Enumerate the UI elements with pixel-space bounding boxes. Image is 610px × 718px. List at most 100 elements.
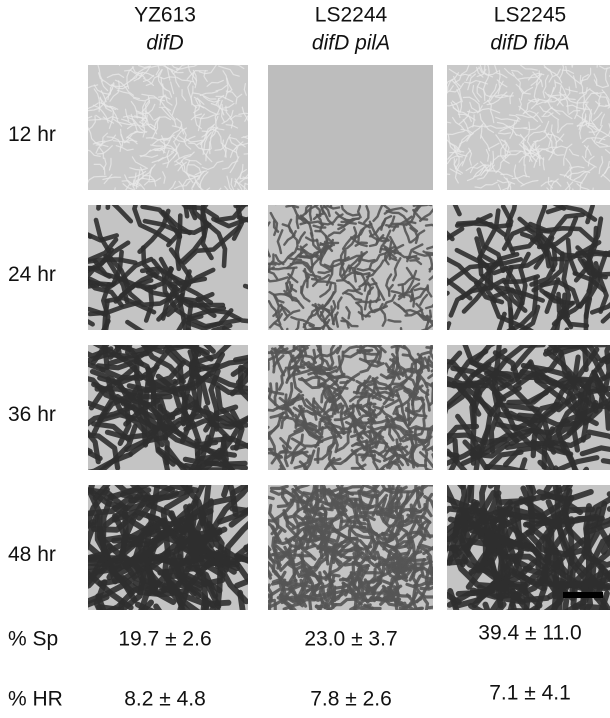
texture-stroke [308,600,313,610]
texture-stroke [572,188,574,190]
texture-stroke [503,407,557,470]
texture-stroke [523,153,533,162]
texture-stroke [228,136,238,147]
texture-stroke [354,227,365,239]
texture-stroke [326,385,340,414]
texture-stroke [294,320,300,330]
texture-stroke [198,65,218,75]
texture-stroke [283,309,301,322]
texture-stroke [269,211,279,237]
texture-stroke [451,80,463,103]
texture-stroke [114,187,116,190]
texture-stroke [592,111,603,122]
texture-stroke [583,296,593,330]
texture [88,345,248,470]
texture-stroke [296,578,305,605]
texture [88,65,248,190]
texture-stroke [323,544,341,567]
texture-stroke [124,108,130,122]
texture-stroke [593,73,598,86]
texture-stroke [274,570,283,588]
texture-stroke [359,418,374,446]
texture-stroke [466,123,484,142]
texture-stroke [518,143,535,163]
texture-stroke [98,72,111,86]
texture-stroke [211,126,225,131]
texture-stroke [474,236,499,266]
column-strain: YZ613 [134,4,196,27]
texture-stroke [357,485,381,495]
texture-stroke [88,175,107,184]
texture-stroke [391,485,395,491]
texture-stroke [456,88,463,114]
texture-stroke [580,503,592,600]
texture-stroke [198,171,209,188]
texture-stroke [338,254,364,262]
texture-stroke [320,600,331,610]
texture-stroke [130,100,138,119]
texture-stroke [88,237,119,262]
texture-stroke [178,135,192,150]
texture-stroke [323,299,337,323]
texture-stroke [483,65,486,72]
texture-stroke [268,584,273,603]
texture-stroke [580,67,592,82]
texture-stroke [518,98,522,111]
texture-stroke [376,537,395,545]
texture-stroke [88,400,108,412]
texture-stroke [548,68,561,83]
texture-stroke [157,151,175,162]
texture-stroke [201,160,224,170]
texture-stroke [427,372,433,380]
texture-stroke [405,266,421,281]
texture-stroke [304,205,312,215]
texture [88,205,248,330]
texture-stroke [222,102,235,109]
texture-stroke [143,77,155,86]
texture-stroke [346,226,358,250]
texture-stroke [218,187,222,190]
texture-stroke [281,578,302,603]
texture-stroke [298,517,325,525]
texture-stroke [413,287,428,292]
texture-stroke [465,67,480,81]
texture-stroke [132,71,155,80]
texture-stroke [568,148,580,157]
texture-stroke [582,345,589,373]
texture-stroke [339,404,346,435]
texture-stroke [88,432,121,470]
texture-stroke [268,276,289,283]
texture-stroke [372,405,396,425]
texture-stroke [387,318,402,323]
texture-stroke [225,124,239,129]
texture-stroke [557,345,599,349]
texture-stroke [143,551,195,565]
texture-stroke [424,223,433,227]
texture-stroke [160,76,173,98]
texture-stroke [217,507,248,525]
texture-stroke [153,116,172,121]
texture-stroke [363,286,375,311]
texture-stroke [520,86,534,101]
column-strain: LS2244 [315,4,388,27]
texture-stroke [404,485,425,505]
texture-stroke [347,281,363,296]
texture-stroke [129,167,148,171]
texture-stroke [384,501,398,525]
texture-stroke [162,568,191,610]
texture-stroke [190,85,198,109]
texture-stroke [282,509,300,540]
texture-stroke [586,429,610,440]
texture-stroke [447,277,473,301]
texture-stroke [419,558,426,577]
texture-stroke [268,359,270,371]
texture-stroke [431,384,433,402]
texture-stroke [299,220,325,227]
texture-stroke [587,155,595,167]
texture-stroke [419,293,429,306]
texture-stroke [299,589,334,599]
texture-stroke [299,405,314,432]
texture-stroke [565,158,573,170]
texture-stroke [171,97,178,116]
texture-stroke [284,393,301,419]
